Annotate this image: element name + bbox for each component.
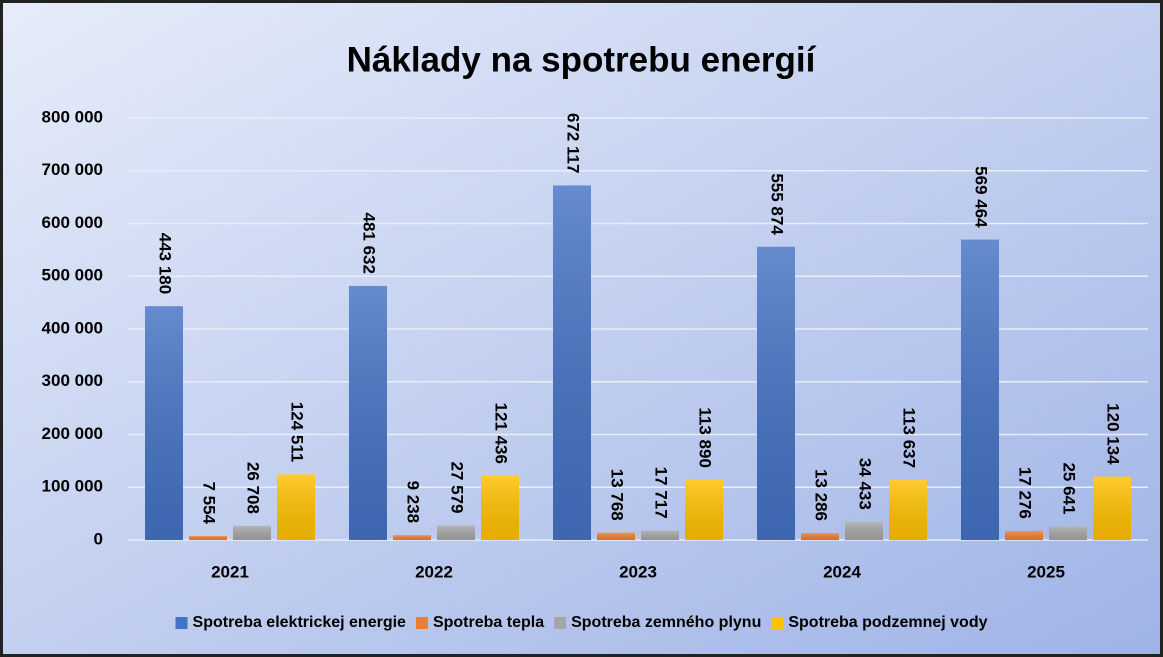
x-tick-label: 2022: [415, 562, 453, 581]
bar-shade: [1049, 526, 1087, 540]
data-label: 17 276: [1016, 467, 1035, 519]
y-tick-label: 100 000: [42, 477, 103, 496]
data-label: 7 554: [200, 481, 219, 524]
legend: Spotreba elektrickej energie Spotreba tep…: [175, 614, 988, 631]
legend-swatch: [175, 617, 188, 629]
bar-shade: [393, 535, 431, 540]
data-label: 569 464: [972, 166, 991, 228]
bar-shade: [757, 246, 795, 540]
x-tick-label: 2024: [823, 562, 861, 581]
legend-swatch: [415, 617, 428, 629]
y-tick-label: 200 000: [42, 424, 103, 443]
bar-shade: [641, 530, 679, 540]
y-tick-label: 800 000: [42, 107, 103, 126]
bar-shade: [189, 536, 227, 540]
bar-shade: [1093, 476, 1131, 540]
legend-swatch: [771, 617, 784, 629]
legend-label: Spotreba podzemnej vody: [788, 614, 987, 631]
bar-shade: [961, 239, 999, 541]
data-label: 555 874: [768, 173, 787, 235]
chart-title: Náklady na spotrebu energií: [347, 40, 817, 79]
data-label: 27 579: [448, 461, 467, 513]
bar-shade: [481, 475, 519, 540]
data-label: 13 768: [608, 469, 627, 521]
data-label: 121 436: [492, 402, 511, 463]
bar-shade: [845, 521, 883, 540]
data-label: 672 117: [564, 113, 583, 174]
y-tick-label: 700 000: [42, 160, 103, 179]
y-tick-label: 300 000: [42, 371, 103, 390]
x-tick-label: 2023: [619, 562, 657, 581]
data-label: 34 433: [856, 458, 875, 510]
bar-shade: [145, 306, 183, 540]
data-label: 113 637: [900, 408, 919, 469]
y-tick-label: 500 000: [42, 266, 103, 285]
data-label: 17 717: [652, 467, 671, 519]
bar-shade: [437, 525, 475, 540]
data-label: 443 180: [156, 233, 175, 294]
bar-shade: [801, 532, 839, 540]
y-tick-label: 400 000: [42, 318, 103, 337]
legend-label: Spotreba zemného plynu: [571, 614, 761, 631]
bar-shade: [349, 285, 387, 540]
data-label: 120 134: [1104, 403, 1123, 465]
bar-shade: [233, 525, 271, 540]
bar-shade: [277, 474, 315, 540]
data-label: 481 632: [360, 212, 379, 273]
legend-label: Spotreba elektrickej energie: [193, 614, 407, 631]
data-label: 26 708: [244, 462, 263, 514]
data-label: 124 511: [288, 402, 307, 463]
bar-shade: [685, 479, 723, 540]
x-tick-label: 2021: [211, 562, 249, 581]
bar-shade: [1005, 530, 1043, 540]
legend-swatch: [554, 617, 567, 629]
data-label: 25 641: [1060, 462, 1079, 514]
y-tick-label: 0: [94, 529, 103, 548]
x-tick-label: 2025: [1027, 562, 1065, 581]
data-label: 113 890: [696, 407, 715, 468]
y-tick-label: 600 000: [42, 213, 103, 232]
bar-shade: [889, 480, 927, 540]
bar-shade: [553, 185, 591, 540]
bar-shade: [597, 532, 635, 540]
legend-label: Spotreba tepla: [433, 614, 544, 631]
data-label: 13 286: [812, 469, 831, 521]
data-label: 9 238: [404, 481, 423, 524]
